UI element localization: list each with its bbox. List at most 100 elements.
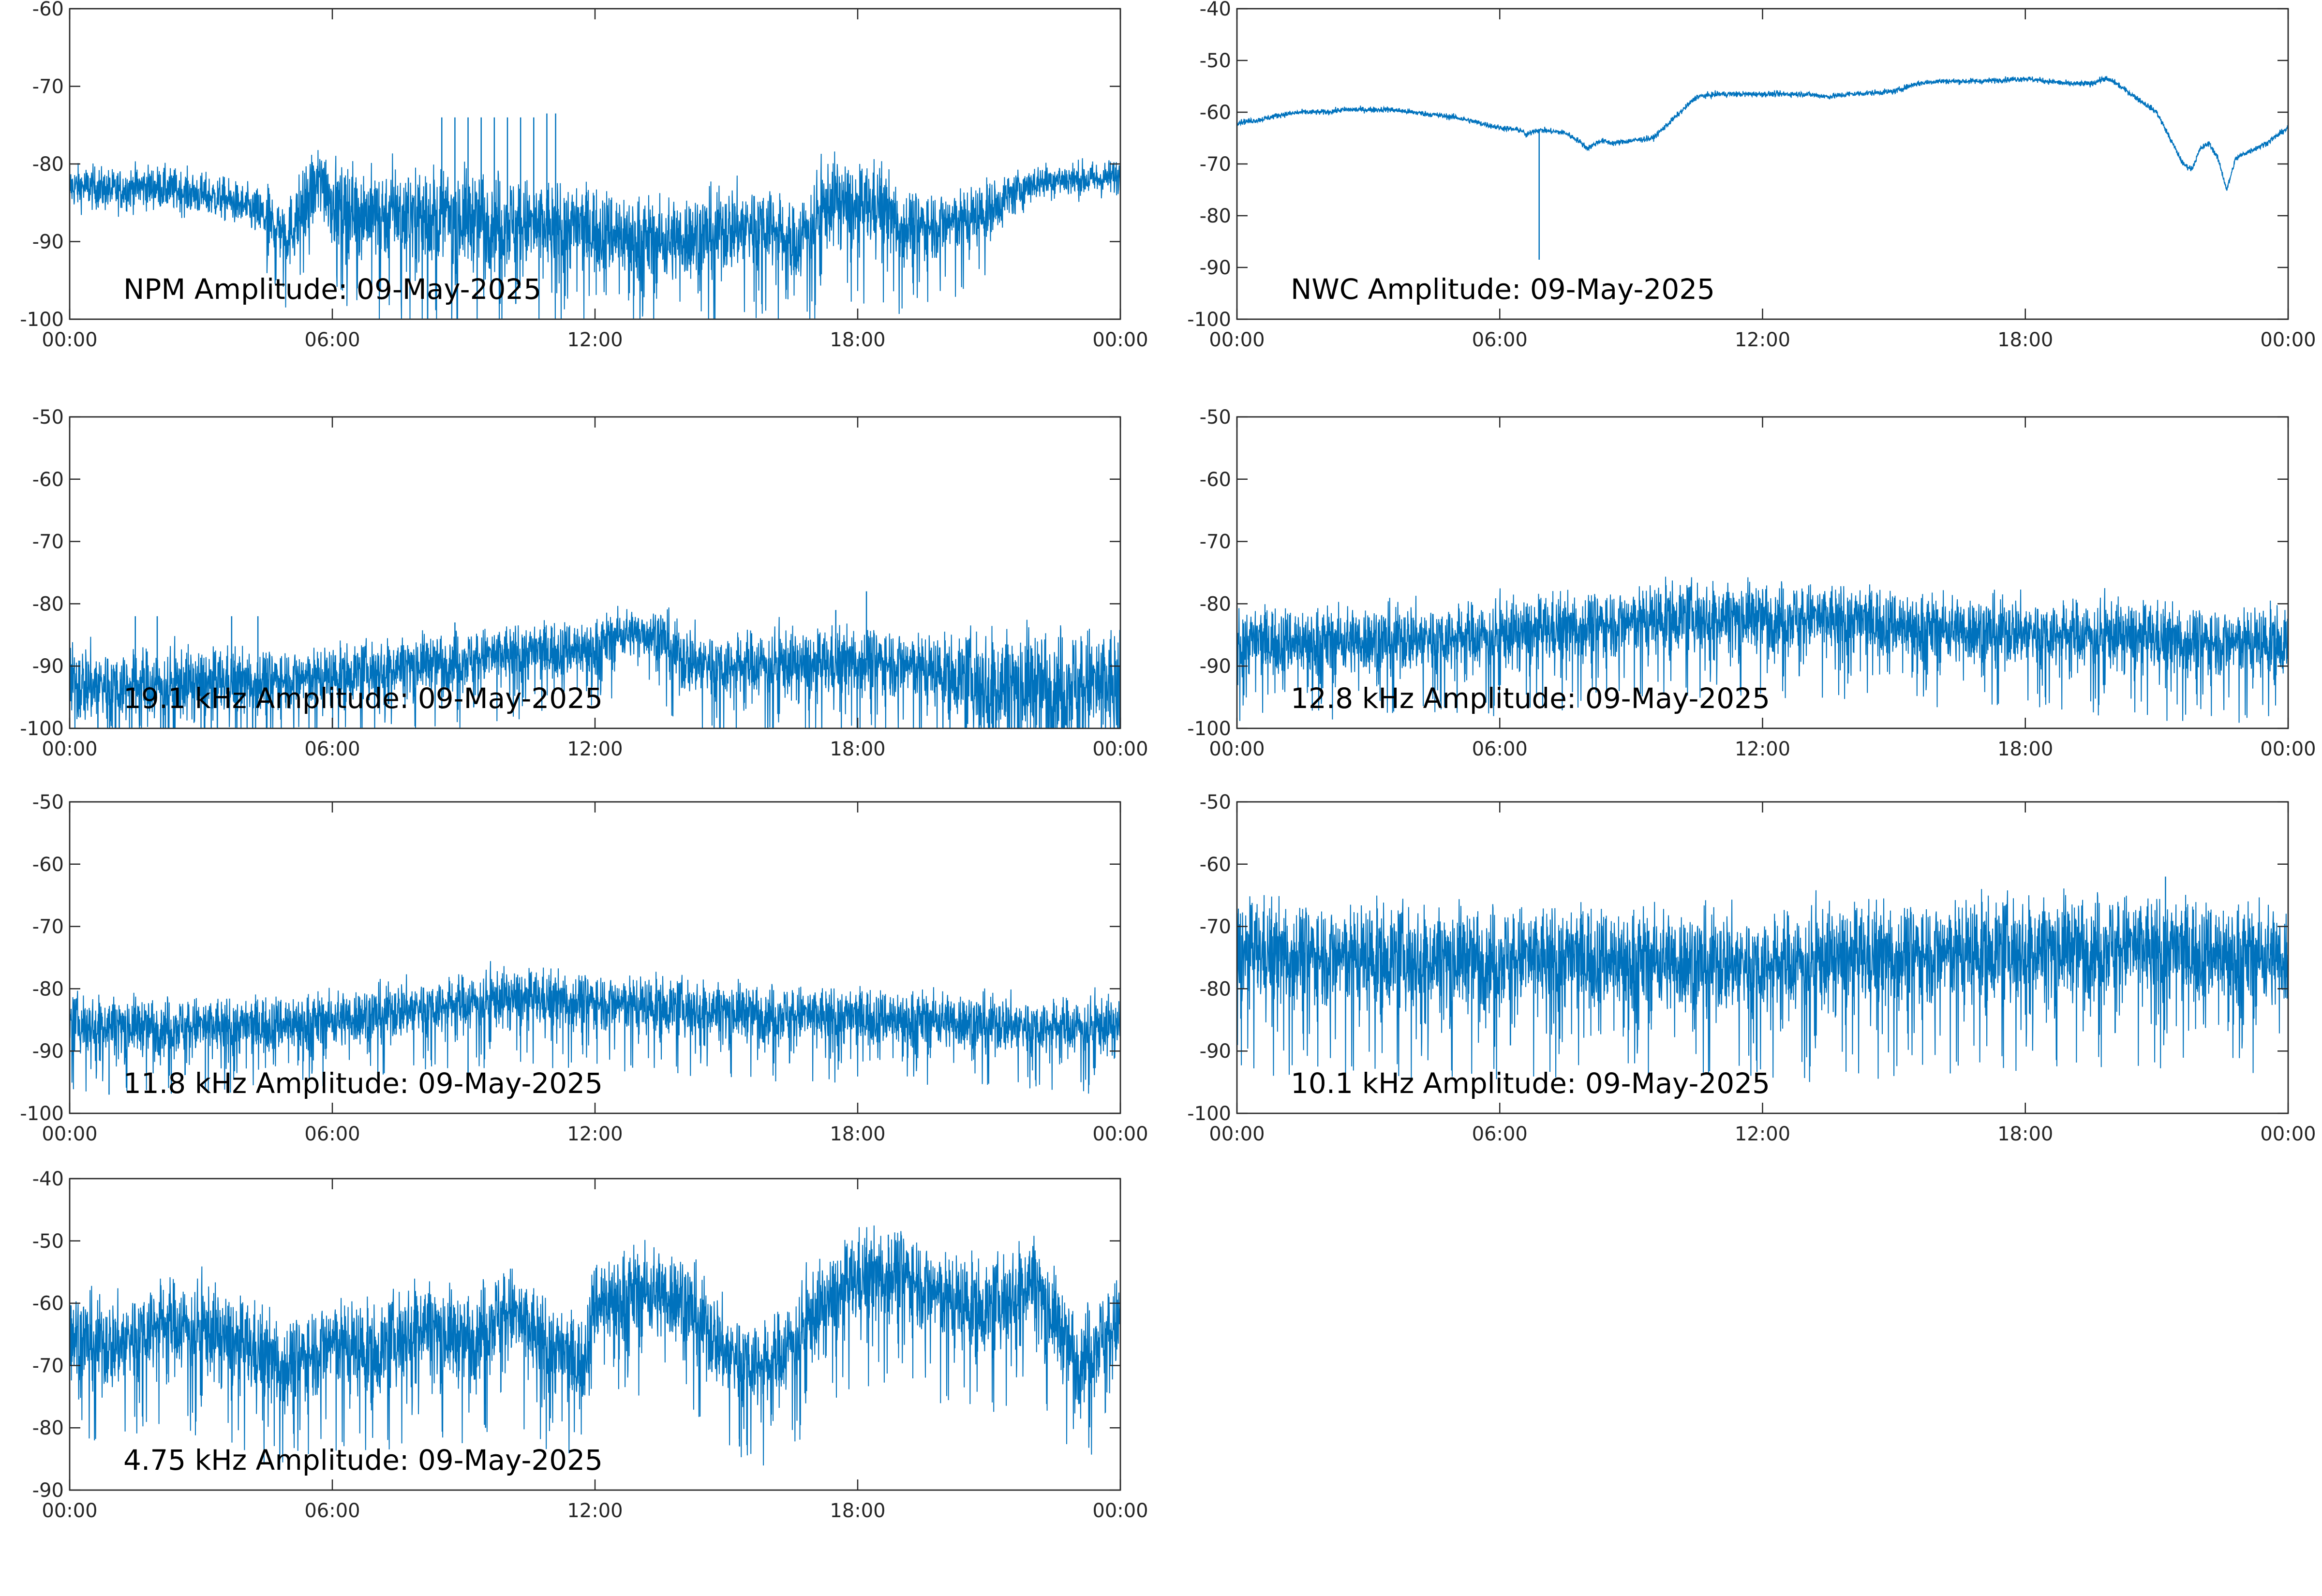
y-tick-label: -50 xyxy=(32,1230,64,1253)
y-tick-label: -80 xyxy=(32,153,64,176)
x-tick-label: 18:00 xyxy=(1997,1123,2053,1145)
series-line xyxy=(70,961,1120,1094)
x-tick-label: 12:00 xyxy=(567,329,623,351)
y-tick-label: -70 xyxy=(1200,531,1231,553)
x-tick-label: 18:00 xyxy=(1997,329,2053,351)
panel-title: 19.1 kHz Amplitude: 09-May-2025 xyxy=(123,682,603,715)
y-tick-label: -50 xyxy=(1200,406,1231,429)
x-tick-label: 12:00 xyxy=(1735,329,1790,351)
x-tick-label: 00:00 xyxy=(42,738,97,760)
x-tick-label: 00:00 xyxy=(42,1123,97,1145)
panel-title: NPM Amplitude: 09-May-2025 xyxy=(123,273,541,306)
y-tick-label: -70 xyxy=(1200,916,1231,938)
x-tick-label: 00:00 xyxy=(1209,738,1265,760)
y-tick-label: -100 xyxy=(20,1103,64,1125)
x-tick-label: 12:00 xyxy=(567,1123,623,1145)
x-tick-label: 00:00 xyxy=(1092,1500,1148,1522)
y-tick-label: -70 xyxy=(1200,153,1231,176)
y-tick-label: -100 xyxy=(20,718,64,740)
x-tick-label: 12:00 xyxy=(1735,738,1790,760)
y-tick-label: -90 xyxy=(1200,655,1231,678)
plot-area xyxy=(1236,416,2289,729)
y-tick-label: -80 xyxy=(1200,205,1231,227)
y-tick-label: -60 xyxy=(1200,469,1231,491)
y-tick-label: -60 xyxy=(1200,102,1231,124)
x-tick-label: 00:00 xyxy=(1092,329,1148,351)
y-tick-label: -70 xyxy=(32,531,64,553)
x-tick-label: 06:00 xyxy=(304,1123,360,1145)
x-tick-label: 12:00 xyxy=(1735,1123,1790,1145)
series-line xyxy=(70,1225,1120,1470)
y-tick-label: -40 xyxy=(32,1168,64,1190)
y-tick-label: -90 xyxy=(32,1479,64,1502)
y-tick-label: -60 xyxy=(32,854,64,876)
y-tick-label: -80 xyxy=(32,593,64,615)
x-tick-label: 00:00 xyxy=(42,1500,97,1522)
y-tick-label: -90 xyxy=(32,1040,64,1063)
y-tick-label: -50 xyxy=(32,791,64,813)
x-tick-label: 00:00 xyxy=(2260,329,2316,351)
x-tick-label: 00:00 xyxy=(1092,1123,1148,1145)
y-tick-label: -70 xyxy=(32,916,64,938)
y-tick-label: -60 xyxy=(32,1293,64,1315)
y-tick-label: -80 xyxy=(1200,978,1231,1000)
x-tick-label: 12:00 xyxy=(567,1500,623,1522)
y-tick-label: -90 xyxy=(32,655,64,678)
series-line xyxy=(70,606,1120,728)
y-tick-label: -100 xyxy=(20,309,64,331)
x-tick-label: 06:00 xyxy=(1472,329,1528,351)
x-tick-label: 00:00 xyxy=(2260,738,2316,760)
x-tick-label: 18:00 xyxy=(830,1123,885,1145)
x-tick-label: 06:00 xyxy=(304,1500,360,1522)
panel-title: 4.75 kHz Amplitude: 09-May-2025 xyxy=(123,1444,603,1477)
x-tick-label: 18:00 xyxy=(830,738,885,760)
x-tick-label: 12:00 xyxy=(567,738,623,760)
y-tick-label: -100 xyxy=(1187,718,1231,740)
x-tick-label: 18:00 xyxy=(1997,738,2053,760)
x-tick-label: 06:00 xyxy=(304,329,360,351)
y-tick-label: -50 xyxy=(1200,50,1231,72)
series-line xyxy=(1237,576,2288,723)
x-tick-label: 18:00 xyxy=(830,329,885,351)
x-tick-label: 18:00 xyxy=(830,1500,885,1522)
x-tick-label: 00:00 xyxy=(42,329,97,351)
x-tick-label: 00:00 xyxy=(1092,738,1148,760)
x-tick-label: 00:00 xyxy=(2260,1123,2316,1145)
panel-title: 12.8 kHz Amplitude: 09-May-2025 xyxy=(1291,682,1770,715)
panel-title: 11.8 kHz Amplitude: 09-May-2025 xyxy=(123,1067,603,1100)
y-tick-label: -100 xyxy=(1187,1103,1231,1125)
y-tick-label: -60 xyxy=(32,469,64,491)
y-tick-label: -80 xyxy=(32,978,64,1000)
y-tick-label: -70 xyxy=(32,76,64,98)
x-tick-label: 06:00 xyxy=(1472,738,1528,760)
y-tick-label: -90 xyxy=(1200,1040,1231,1063)
y-tick-label: -80 xyxy=(1200,593,1231,615)
y-tick-label: -60 xyxy=(32,0,64,20)
panel-title: 10.1 kHz Amplitude: 09-May-2025 xyxy=(1291,1067,1770,1100)
y-tick-label: -90 xyxy=(32,231,64,253)
plot-area xyxy=(1236,8,2289,320)
plot-area xyxy=(69,801,1121,1114)
series-line xyxy=(1237,888,2288,1082)
x-tick-label: 06:00 xyxy=(1472,1123,1528,1145)
y-tick-label: -50 xyxy=(32,406,64,429)
y-tick-label: -80 xyxy=(32,1417,64,1439)
panel-title: NWC Amplitude: 09-May-2025 xyxy=(1291,273,1715,306)
x-tick-label: 00:00 xyxy=(1209,1123,1265,1145)
x-tick-label: 00:00 xyxy=(1209,329,1265,351)
x-tick-label: 06:00 xyxy=(304,738,360,760)
y-tick-label: -90 xyxy=(1200,257,1231,279)
series-line xyxy=(70,150,1120,319)
y-tick-label: -100 xyxy=(1187,309,1231,331)
y-tick-label: -70 xyxy=(32,1355,64,1377)
y-tick-label: -40 xyxy=(1200,0,1231,20)
